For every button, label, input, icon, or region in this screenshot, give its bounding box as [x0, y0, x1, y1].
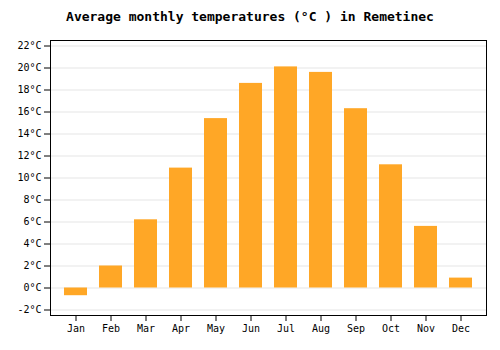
svg-text:Feb: Feb — [102, 323, 120, 334]
svg-text:20°C: 20°C — [17, 62, 41, 73]
svg-text:Aug: Aug — [312, 323, 330, 334]
svg-text:Oct: Oct — [382, 323, 400, 334]
svg-text:Dec: Dec — [452, 323, 470, 334]
svg-text:Sep: Sep — [347, 323, 365, 334]
svg-text:0°C: 0°C — [23, 282, 41, 293]
html-text:Average monthly temperatures (: Average monthly temperatures (°C ) in Re… — [66, 9, 434, 24]
svg-text:Jul: Jul — [277, 323, 295, 334]
svg-text:16°C: 16°C — [17, 106, 41, 117]
svg-text:May: May — [207, 323, 225, 334]
svg-text:18°C: 18°C — [17, 84, 41, 95]
svg-text:Jun: Jun — [242, 323, 260, 334]
svg-text:4°C: 4°C — [23, 238, 41, 249]
svg-text:Apr: Apr — [172, 323, 190, 334]
svg-text:Nov: Nov — [417, 323, 435, 334]
svg-text:10°C: 10°C — [17, 172, 41, 183]
svg-text:Mar: Mar — [137, 323, 155, 334]
svg-text:6°C: 6°C — [23, 216, 41, 227]
svg-text:Jan: Jan — [67, 323, 85, 334]
svg-text:14°C: 14°C — [17, 128, 41, 139]
svg-text:2°C: 2°C — [23, 260, 41, 271]
svg-text:8°C: 8°C — [23, 194, 41, 205]
svg-text:12°C: 12°C — [17, 150, 41, 161]
svg-text:-2°C: -2°C — [17, 304, 41, 315]
svg-text:22°C: 22°C — [17, 40, 41, 51]
